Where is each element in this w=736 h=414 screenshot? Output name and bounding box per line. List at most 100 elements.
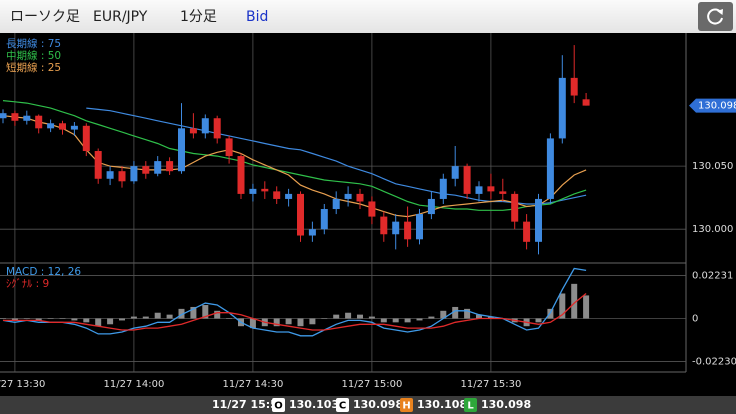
- histogram-bar: [416, 318, 423, 321]
- ohlc-value: 130.108: [417, 398, 467, 411]
- histogram-bar: [321, 318, 328, 319]
- ohlc-key: C: [339, 401, 346, 412]
- candle-body: [416, 214, 423, 240]
- interval[interactable]: 1分足: [180, 9, 217, 25]
- candle-body: [439, 178, 447, 199]
- histogram-bar: [368, 316, 375, 319]
- histogram-bar: [357, 314, 363, 319]
- ohlc-key-box: [272, 398, 285, 412]
- ohlc-key-box: [464, 398, 477, 412]
- candle-body: [582, 99, 590, 106]
- candle-body: [487, 186, 495, 192]
- x-tick-label: 11/27 13:30: [0, 379, 45, 390]
- histogram-bar: [404, 318, 411, 323]
- histogram-bar: [345, 312, 352, 319]
- ohlc-key-box: [336, 398, 349, 412]
- candle-body: [166, 161, 174, 172]
- ohlc-item: L 130.098: [464, 398, 531, 412]
- y-tick-label: 0: [692, 314, 698, 325]
- moving-average: [2, 100, 587, 211]
- candle-body: [118, 171, 126, 182]
- ohlc-value: 130.098: [353, 398, 403, 411]
- x-tick-label: 11/27 14:30: [222, 379, 283, 390]
- legend-entry: 長期線 : 75: [6, 37, 61, 50]
- histogram-bar: [297, 318, 304, 327]
- candle-body: [142, 166, 150, 174]
- candle-body: [356, 193, 364, 202]
- histogram-bar: [487, 316, 494, 319]
- histogram-bar: [130, 316, 137, 319]
- candle-body: [11, 113, 19, 121]
- histogram-bar: [178, 308, 185, 319]
- candle-body: [47, 123, 55, 129]
- histogram-bar: [535, 318, 542, 323]
- y-tick-label: 0.02231: [692, 271, 733, 282]
- y-tick-label: 130.050: [692, 161, 733, 172]
- histogram-bar: [226, 318, 233, 319]
- candle-body: [237, 156, 245, 194]
- macd-line: [2, 267, 587, 337]
- ohlc-key: O: [274, 401, 283, 412]
- histogram-bar: [273, 318, 280, 327]
- histogram-bar: [107, 318, 114, 325]
- histogram-bar: [47, 318, 54, 319]
- candle-body: [546, 138, 554, 199]
- x-tick-label: 11/27 14:00: [103, 379, 164, 390]
- histogram-bar: [0, 318, 6, 319]
- candle-body: [225, 138, 233, 157]
- candle-body: [213, 118, 221, 139]
- histogram-bar: [464, 308, 471, 319]
- moving-average: [86, 107, 587, 205]
- candle-body: [308, 229, 316, 236]
- histogram-bar: [440, 310, 447, 319]
- price-type[interactable]: Bid: [246, 9, 268, 25]
- histogram-bar: [559, 293, 566, 319]
- histogram-bar: [190, 306, 197, 319]
- histogram-bar: [309, 318, 316, 325]
- histogram-bar: [583, 295, 590, 319]
- ohlc-value: 130.098: [481, 398, 531, 411]
- footer-bar: [0, 396, 736, 414]
- refresh-button[interactable]: [698, 2, 733, 31]
- candle-body: [320, 209, 328, 230]
- candle-body: [511, 193, 519, 222]
- candle-body: [261, 188, 269, 192]
- candle-body: [463, 166, 471, 194]
- pair[interactable]: EUR/JPY: [93, 9, 148, 25]
- candle-body: [82, 125, 90, 152]
- histogram-bar: [249, 318, 256, 329]
- candle-body: [23, 115, 31, 121]
- ohlc-item: H 130.108: [400, 398, 467, 412]
- x-tick-label: 11/27 15:00: [341, 379, 402, 390]
- histogram-bar: [23, 318, 30, 319]
- last-price-tag: [689, 98, 736, 113]
- candle-body: [499, 191, 507, 194]
- macd-line: [3, 292, 587, 331]
- ohlc-item: O 130.103: [272, 398, 339, 412]
- histogram-bar: [571, 283, 578, 319]
- histogram-bar: [214, 310, 221, 319]
- chart-type[interactable]: ローソク足: [10, 9, 80, 25]
- ohlc-key: L: [467, 401, 474, 412]
- candle-body: [59, 123, 66, 130]
- candle-body: [523, 221, 531, 242]
- histogram-bar: [35, 318, 42, 321]
- candle-body: [285, 193, 293, 199]
- legend-entry: 中期線 : 50: [6, 49, 61, 62]
- histogram-bar: [83, 318, 90, 323]
- histogram-bar: [154, 312, 161, 319]
- candle-body: [273, 191, 281, 199]
- x-tick-label: 11/27 15:30: [460, 379, 521, 390]
- candle-body: [368, 201, 376, 217]
- candle-body: [70, 125, 78, 130]
- plot: 11/27 13:30 11/27 14:00 11/27 14:30 11/27 1…: [0, 33, 736, 390]
- ohlc-value: 130.103: [289, 398, 339, 411]
- histogram-bar: [59, 318, 66, 319]
- y-tick-label: 130.000: [692, 224, 733, 235]
- candle-body: [392, 221, 400, 235]
- candle-body: [535, 198, 542, 242]
- candle-body: [475, 186, 483, 194]
- candle-body: [297, 193, 304, 236]
